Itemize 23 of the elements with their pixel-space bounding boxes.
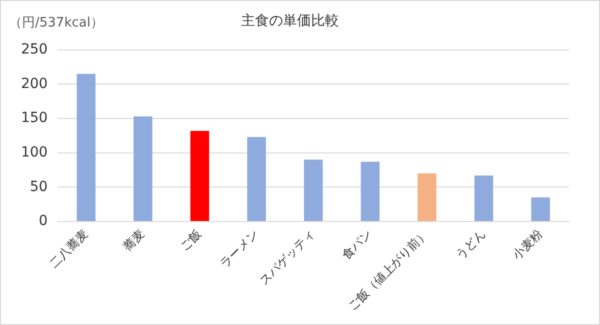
y-tick-label: 250 xyxy=(20,41,48,58)
bar xyxy=(474,175,494,221)
bar xyxy=(304,160,323,221)
bar xyxy=(418,173,436,221)
y-tick-label: 150 xyxy=(20,110,48,126)
bar xyxy=(360,162,380,221)
y-tick-label: 200 xyxy=(20,76,48,92)
x-tick-label: 二八蕎麦 xyxy=(46,226,90,271)
x-tick-label: うどん xyxy=(452,226,488,262)
x-tick-label: 小麦粉 xyxy=(510,226,545,262)
chart-title: 主食の単価比較 xyxy=(241,13,339,30)
bar xyxy=(190,130,210,221)
bar xyxy=(134,116,152,221)
y-tick-label: 100 xyxy=(20,144,48,160)
y-tick-label: 50 xyxy=(30,178,48,195)
y-tick-label: 0 xyxy=(38,213,48,230)
x-tick-label: 食パン xyxy=(339,226,374,262)
x-tick-label: ご飯 xyxy=(177,226,204,254)
bar xyxy=(531,197,550,221)
bar xyxy=(247,137,266,221)
bar xyxy=(76,74,96,221)
y-axis-title: （円/537kcal） xyxy=(9,15,104,30)
x-tick-label: 蕎麦 xyxy=(120,226,148,254)
